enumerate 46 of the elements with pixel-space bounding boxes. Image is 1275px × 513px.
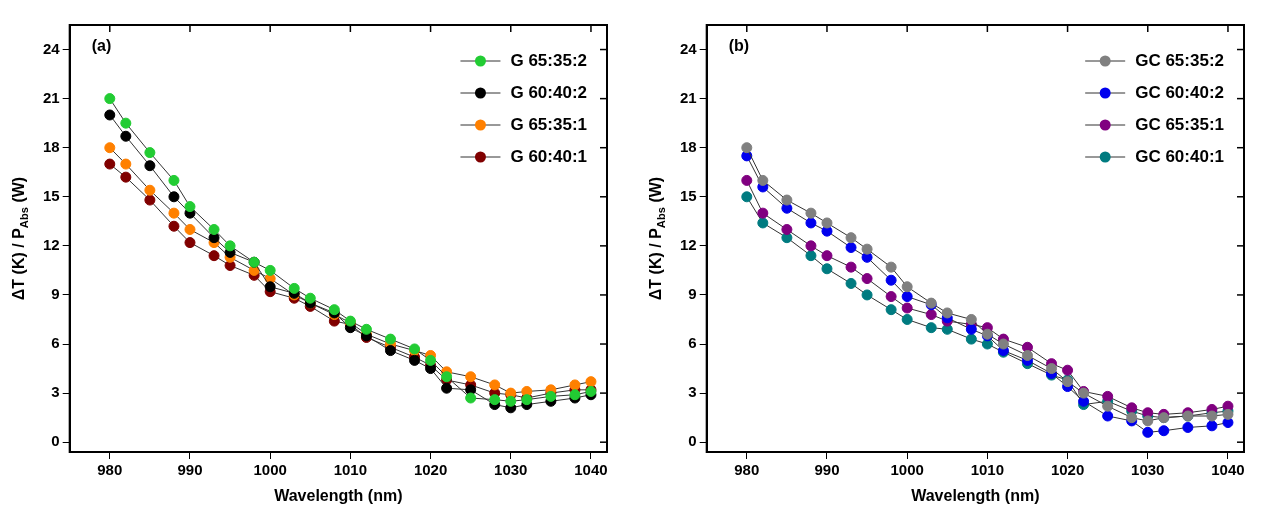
y-tick-label: 15 bbox=[43, 186, 60, 204]
y-tick-label: 21 bbox=[43, 88, 60, 106]
x-tick-label: 990 bbox=[177, 461, 203, 479]
legend-label: G 60:40:2 bbox=[510, 82, 588, 102]
x-tick-label: 1000 bbox=[253, 461, 287, 479]
y-tick-label: 9 bbox=[51, 285, 60, 303]
x-axis-title: Wavelength (nm) bbox=[911, 487, 1040, 505]
y-axis-title: ΔT (K) / PAbs (W) bbox=[10, 176, 30, 301]
y-tick-label: 6 bbox=[51, 334, 60, 352]
y-tick-label: 18 bbox=[43, 137, 60, 155]
x-tick-label: 1000 bbox=[890, 461, 924, 479]
y-tick-label: 18 bbox=[680, 137, 697, 155]
annotation: (b) bbox=[728, 37, 750, 55]
y-tick-label: 9 bbox=[688, 285, 697, 303]
legend-label: GC 65:35:2 bbox=[1135, 50, 1225, 70]
x-tick-label: 980 bbox=[97, 461, 123, 479]
legend-label: GC 60:40:2 bbox=[1135, 82, 1225, 102]
y-tick-label: 3 bbox=[51, 383, 60, 401]
y-tick-label: 15 bbox=[680, 186, 697, 204]
legend-label: GC 60:40:1 bbox=[1135, 146, 1225, 166]
y-tick-label: 3 bbox=[688, 383, 697, 401]
y-tick-label: 6 bbox=[688, 334, 697, 352]
x-axis-title: Wavelength (nm) bbox=[274, 487, 403, 505]
y-tick-label: 24 bbox=[43, 39, 61, 57]
x-tick-label: 990 bbox=[814, 461, 840, 479]
y-tick-label: 0 bbox=[688, 432, 697, 450]
y-tick-label: 12 bbox=[43, 236, 60, 253]
y-tick-label: 0 bbox=[51, 432, 60, 450]
y-axis-title: ΔT (K) / PAbs (W) bbox=[647, 176, 667, 301]
y-tick-label: 12 bbox=[680, 236, 697, 253]
legend-label: G 60:40:1 bbox=[510, 146, 588, 166]
x-tick-label: 1010 bbox=[970, 461, 1005, 479]
x-tick-label: 1040 bbox=[1211, 461, 1245, 479]
annotation: (a) bbox=[91, 37, 112, 55]
x-tick-label: 1040 bbox=[574, 461, 608, 479]
x-tick-label: 1020 bbox=[413, 461, 448, 479]
legend-label: G 65:35:1 bbox=[510, 114, 588, 134]
legend-label: G 65:35:2 bbox=[510, 50, 588, 70]
x-tick-label: 980 bbox=[734, 461, 760, 479]
y-tick-label: 24 bbox=[680, 39, 698, 57]
x-tick-label: 1030 bbox=[1131, 461, 1165, 479]
x-tick-label: 1010 bbox=[333, 461, 368, 479]
x-tick-label: 1020 bbox=[1050, 461, 1085, 479]
y-tick-label: 21 bbox=[680, 88, 697, 106]
x-tick-label: 1030 bbox=[494, 461, 528, 479]
legend-label: GC 65:35:1 bbox=[1135, 114, 1225, 134]
